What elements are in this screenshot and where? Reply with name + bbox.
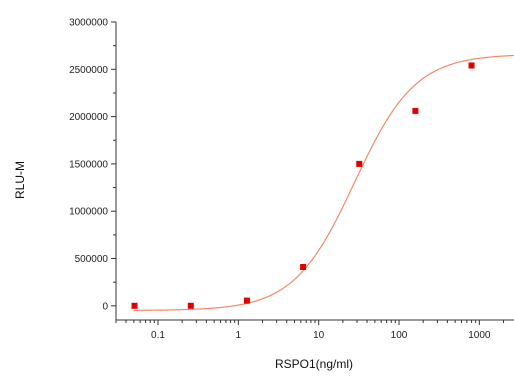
x-axis-title: RSPO1(ng/ml) [275,357,353,371]
x-tick-label: 10 [313,330,325,341]
y-tick-label: 3000000 [69,18,108,29]
x-tick-label: 1 [236,330,242,341]
data-point [187,302,194,309]
y-tick-label: 1000000 [69,207,108,218]
x-tick-label: 0.1 [151,330,165,341]
x-tick-label: 100 [391,330,408,341]
y-tick-label: 2000000 [69,112,108,123]
plot-area [131,54,514,311]
y-axis-title: RLU-M [13,161,27,199]
data-point [356,160,363,167]
y-tick-label: 0 [102,301,108,312]
data-point [131,302,138,309]
x-tick-label: 1000 [468,330,491,341]
y-tick-label: 500000 [75,254,109,265]
data-point [243,297,250,304]
axes: 0 500000 1000000 1500000 2000000 2500000 30000… [69,18,514,341]
y-tick-label: 1500000 [69,159,108,170]
data-point [412,107,419,114]
data-point [300,264,307,271]
data-point [468,62,475,69]
y-tick-label: 2500000 [69,65,108,76]
fit-curve [133,54,514,311]
